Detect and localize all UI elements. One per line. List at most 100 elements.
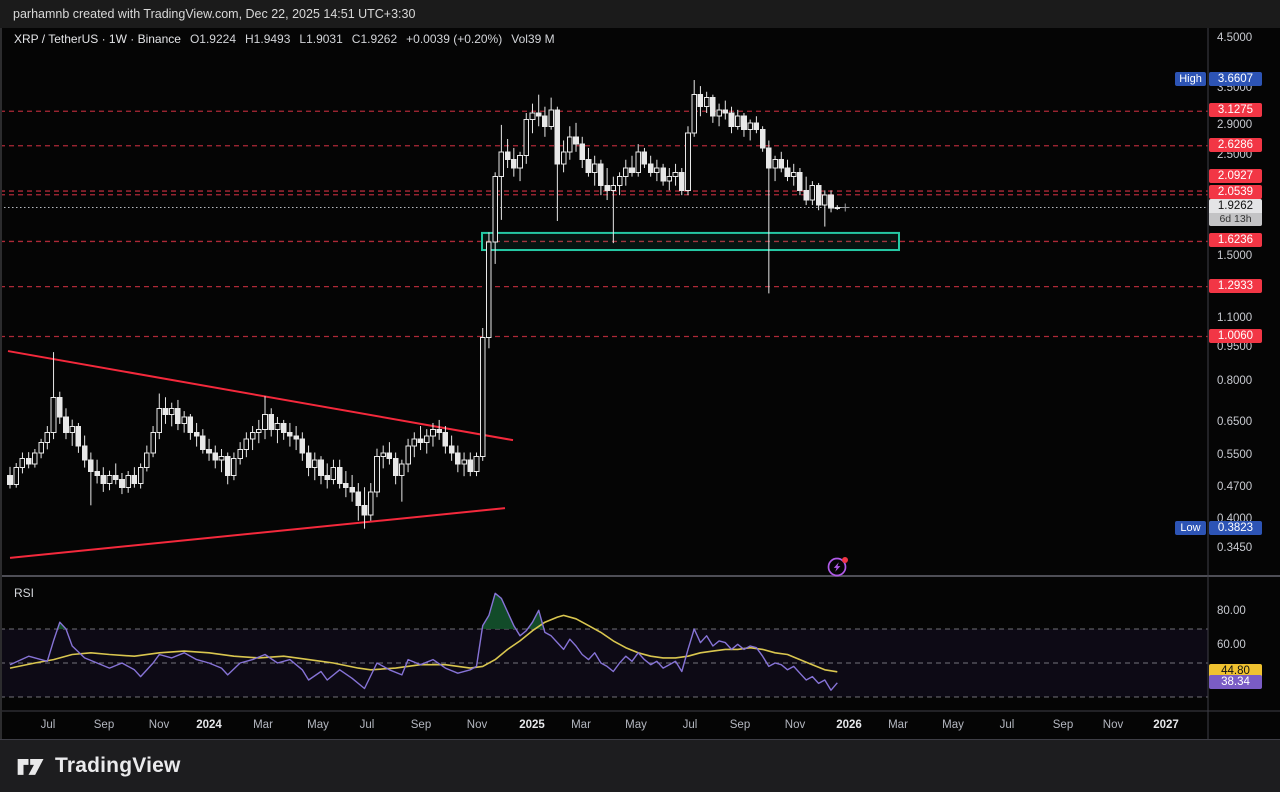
candle-body: [50, 397, 57, 434]
candle-body: [797, 171, 803, 191]
candle-body: [803, 189, 809, 201]
trendline[interactable]: [9, 507, 506, 559]
candle-body: [486, 241, 492, 339]
candle-body: [567, 136, 573, 153]
time-label-month: Jul: [40, 719, 56, 731]
candle-body: [193, 432, 200, 437]
candle-body: [63, 416, 69, 434]
candle-body: [448, 445, 455, 454]
time-label-month: Sep: [410, 719, 432, 731]
candle-body: [361, 504, 368, 516]
candle-body: [343, 482, 349, 489]
candle-body: [734, 115, 741, 127]
candle-body: [790, 171, 797, 178]
candle-body: [243, 438, 250, 450]
candle-body: [399, 463, 405, 476]
tradingview-logo-text: TradingView: [55, 754, 181, 777]
candle-body: [112, 474, 119, 480]
candle-body: [442, 432, 449, 447]
candle-body: [318, 459, 324, 476]
candle-body: [616, 176, 623, 187]
candle-body: [834, 207, 841, 210]
candle-body: [722, 109, 729, 114]
candle-body: [523, 119, 530, 157]
volume-value: Vol39 M: [511, 32, 555, 46]
time-label-month: Nov: [1102, 719, 1124, 731]
candle-body: [455, 452, 461, 465]
time-label-year: 2027: [1153, 719, 1179, 731]
last-price-value: 1.9262: [1217, 199, 1254, 212]
attribution-text: parhamnb created with TradingView.com, D…: [13, 7, 416, 21]
time-axis[interactable]: Jul Sep Nov 2024 Mar May Jul Sep Nov 2025 Mar May Ju…: [0, 711, 1208, 739]
candle-body: [100, 474, 107, 484]
candle-body: [784, 167, 791, 178]
candle-body: [299, 438, 306, 454]
attribution-bar: parhamnb created with TradingView.com, D…: [0, 0, 1280, 28]
candle-body: [591, 163, 598, 173]
notification-dot: [842, 557, 848, 563]
candle-body: [274, 422, 281, 430]
candle-body: [492, 176, 498, 243]
candle-body: [579, 143, 586, 161]
candle-body: [349, 487, 355, 493]
candle-body: [622, 167, 629, 178]
time-label-month: Nov: [148, 719, 170, 731]
price-tick: 1.1000: [1217, 311, 1253, 324]
chart-canvas[interactable]: [0, 0, 1280, 739]
price-level-label: 1.2933: [1209, 278, 1262, 293]
candle-body: [305, 452, 312, 469]
ohlc-low: L1.9031: [299, 32, 343, 46]
candle-body: [94, 470, 100, 476]
candle-body: [137, 467, 144, 484]
candle-body: [560, 151, 567, 165]
low-tag: Low: [1175, 520, 1206, 535]
price-tick: 0.3450: [1217, 542, 1253, 555]
candle-body: [685, 132, 691, 191]
rsi-ma-line: [9, 614, 838, 673]
price-level-label: 2.0927: [1209, 169, 1262, 183]
candle-body: [187, 416, 194, 434]
time-label-month: May: [307, 719, 329, 731]
time-label-month: Mar: [888, 719, 908, 731]
candle-body: [237, 448, 243, 459]
price-level-label: 2.0539: [1209, 185, 1262, 199]
candle-body: [822, 194, 828, 206]
candle-body: [678, 171, 685, 191]
candle-body: [753, 122, 760, 131]
candle-body: [367, 491, 374, 516]
price-tick: 0.6500: [1217, 416, 1253, 429]
time-label-month: Sep: [1052, 719, 1074, 731]
candle-body: [535, 112, 542, 117]
candle-body: [81, 445, 88, 461]
price-tick: 2.9000: [1217, 119, 1253, 132]
time-label-year: 2025: [519, 719, 545, 731]
candle-body: [262, 413, 268, 430]
flash-boost-icon[interactable]: [821, 549, 855, 583]
rsi-value-label: 38.34: [1209, 674, 1262, 689]
candle-body: [280, 422, 287, 434]
candle-body: [647, 163, 654, 173]
tradingview-logo[interactable]: TradingView: [16, 754, 181, 779]
price-tick: 0.4700: [1217, 480, 1253, 493]
lightning-bolt-icon: [833, 562, 841, 572]
symbol-title[interactable]: XRP / TetherUS · 1W · Binance: [14, 32, 181, 46]
candle-body: [13, 467, 20, 485]
candle-body: [287, 432, 293, 437]
candle-body: [125, 474, 131, 489]
candle-body: [697, 94, 704, 108]
rsi-indicator-label[interactable]: RSI: [14, 586, 35, 600]
candle-body: [815, 185, 822, 206]
candle-body: [175, 408, 181, 424]
trendline[interactable]: [7, 350, 514, 442]
candle-body: [200, 435, 206, 450]
candle-body: [150, 432, 156, 454]
candle-body: [554, 109, 561, 165]
ohlc-high: H1.9493: [245, 32, 291, 46]
candle-body: [256, 428, 262, 434]
candle-body: [691, 94, 698, 134]
symbol-legend[interactable]: XRP / TetherUS · 1W · Binance O1.9224 H1…: [14, 32, 555, 46]
candle-body: [610, 185, 617, 191]
support-zone-box[interactable]: [481, 231, 900, 252]
time-label-month: Mar: [253, 719, 273, 731]
